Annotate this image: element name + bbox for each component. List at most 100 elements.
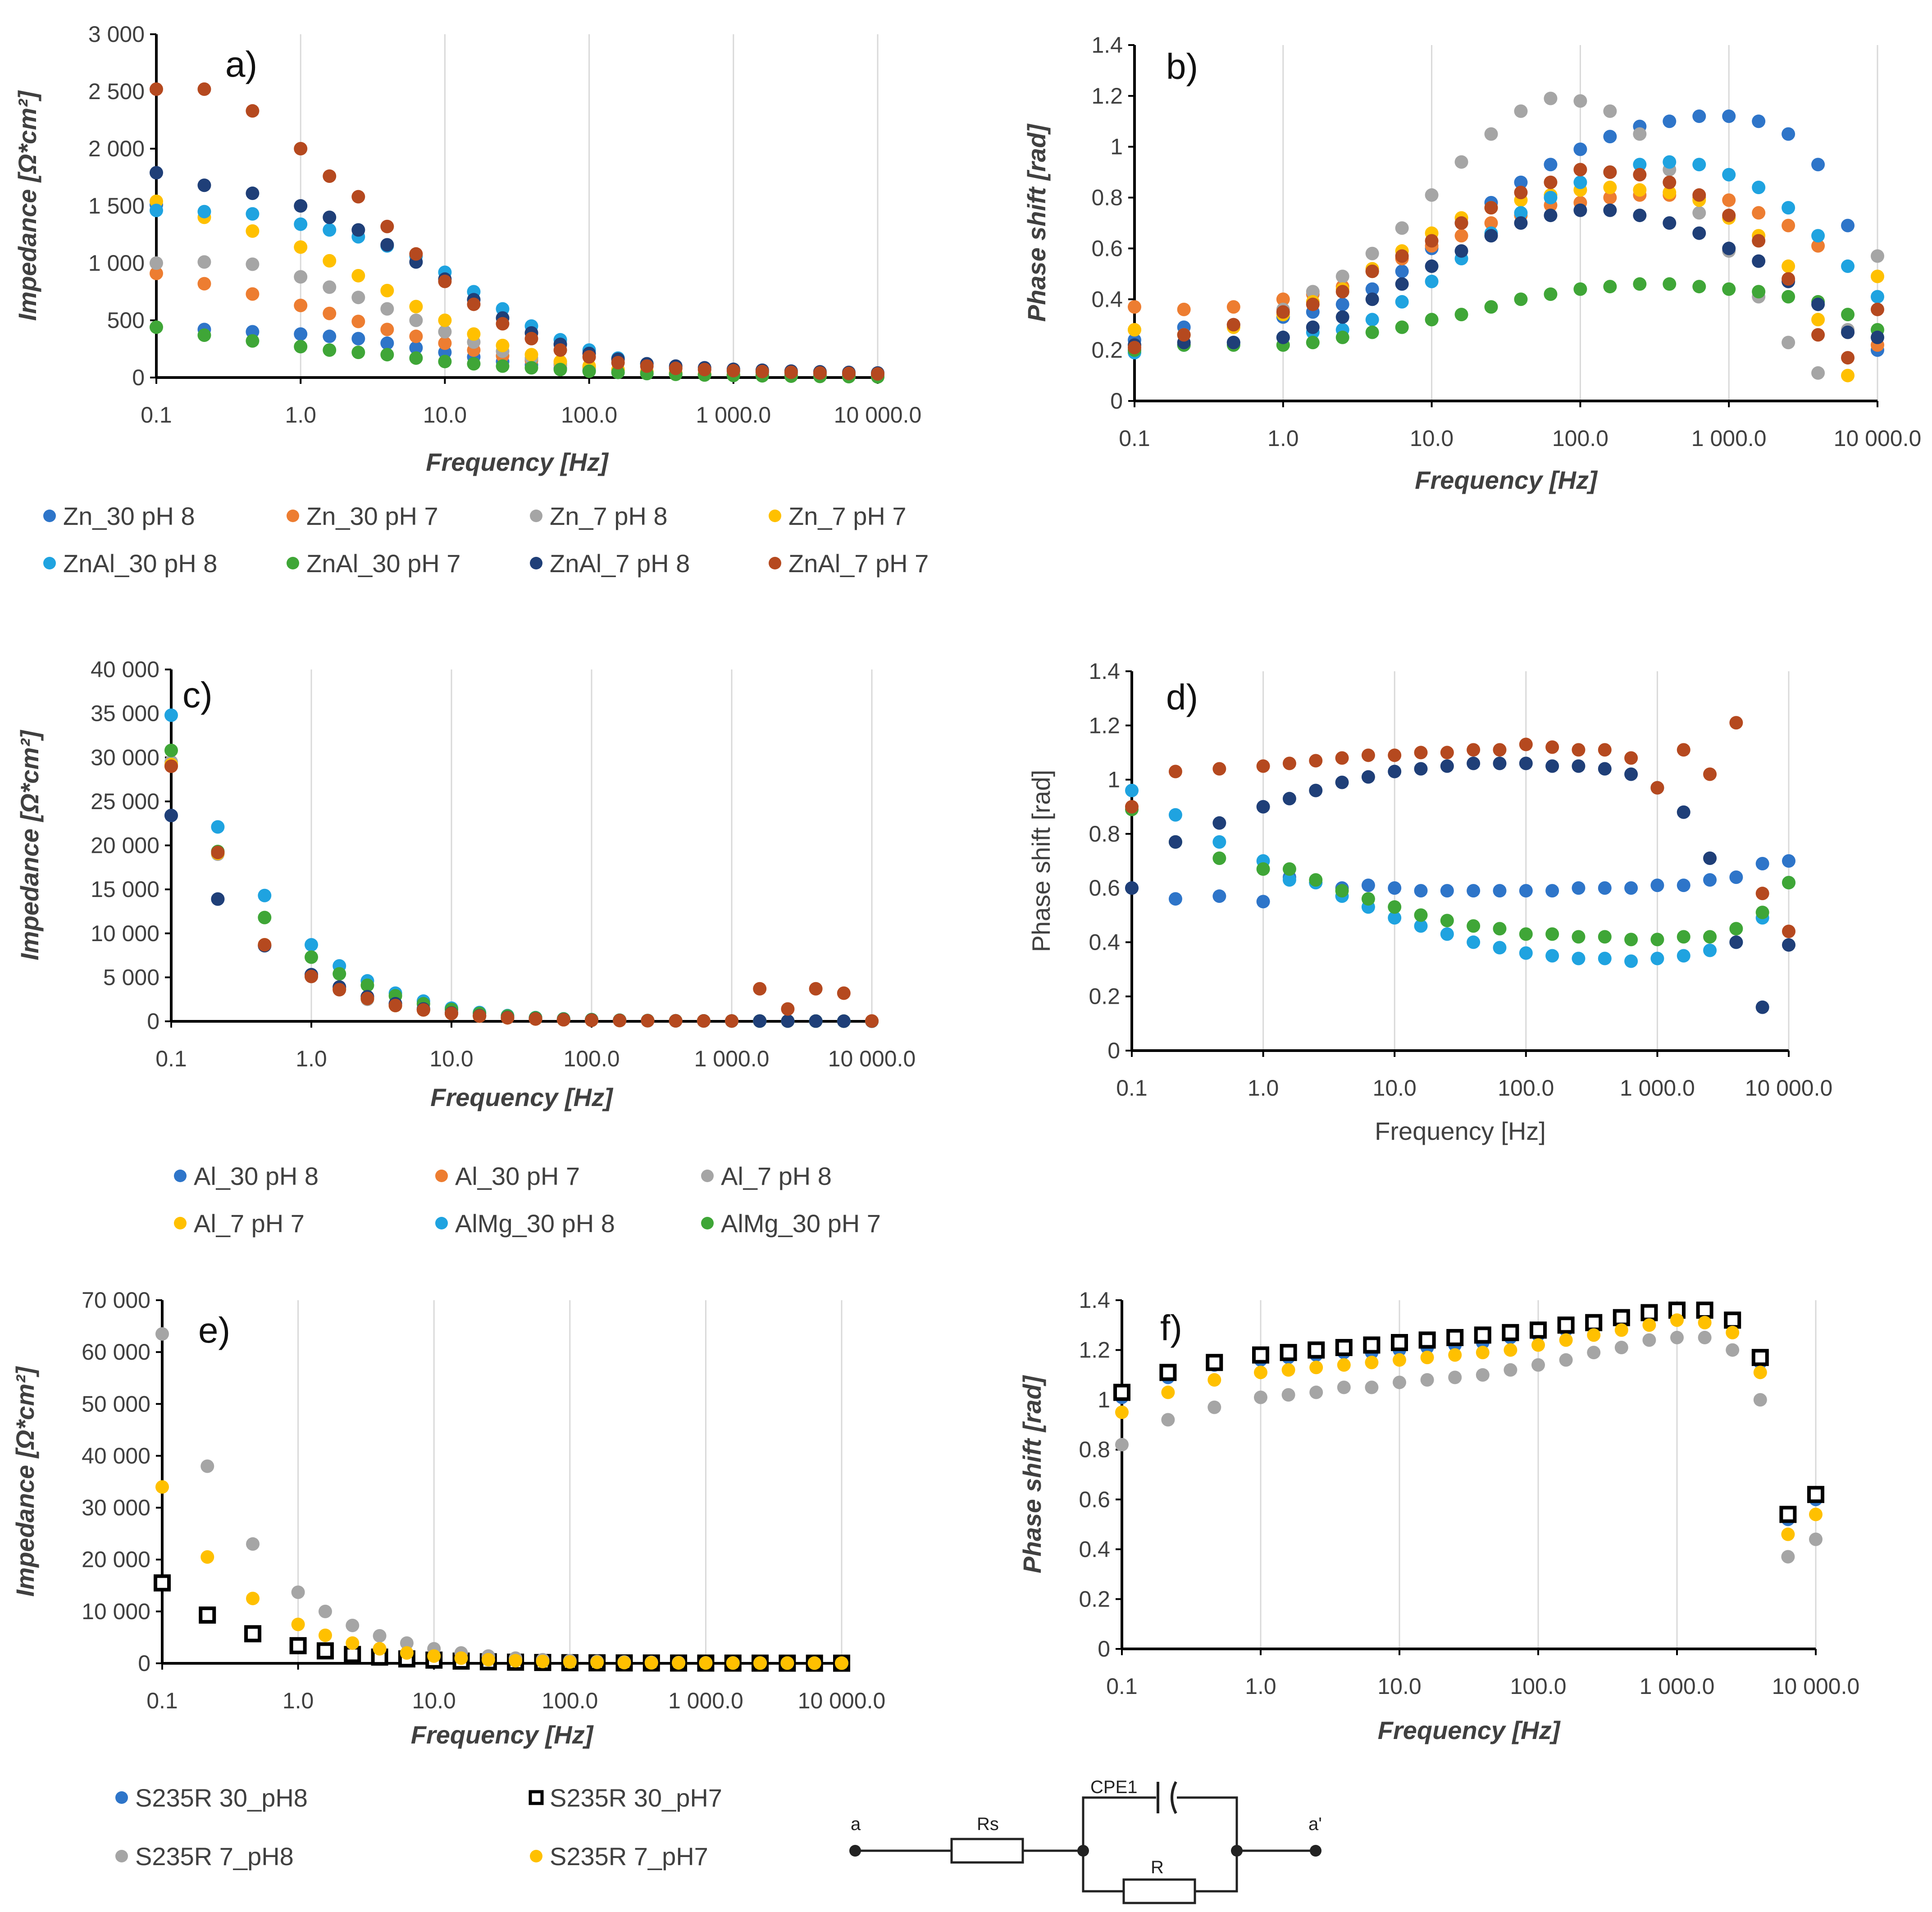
legend-c-label: Al_7 pH 8: [721, 1162, 832, 1190]
chart-f-ytick-label: 1.4: [1079, 1288, 1110, 1313]
chart-b-point: [1722, 193, 1736, 207]
chart-f-series-3: [1115, 1313, 1823, 1541]
chart-b-point: [1365, 325, 1379, 339]
legend-e-label: S235R 7_pH7: [550, 1842, 708, 1871]
chart-a-ytick-label: 3 000: [88, 22, 145, 47]
chart-e-point: [400, 1646, 414, 1660]
chart-a-point: [351, 269, 365, 282]
chart-b-point: [1871, 269, 1884, 283]
chart-f-point: [1557, 1316, 1575, 1334]
chart-a-point: [582, 364, 596, 378]
chart-e-point: [200, 1459, 214, 1473]
chart-d-ytick-label: 1.2: [1089, 713, 1120, 738]
chart-b-point: [1454, 216, 1468, 230]
chart-e-xtick-label: 100.0: [542, 1688, 598, 1713]
chart-d-series-1: [1125, 783, 1795, 968]
chart-a-point: [246, 187, 260, 200]
chart-d-point: [1598, 762, 1612, 776]
chart-f-point: [1530, 1321, 1547, 1339]
chart-b-point: [1365, 246, 1379, 260]
chart-f-point: [1809, 1532, 1823, 1546]
legend-c-marker: [174, 1217, 187, 1229]
chart-b-point: [1811, 158, 1825, 172]
chart-a-point: [150, 320, 163, 334]
chart-d-point: [1677, 930, 1690, 944]
chart-e-xtick-label: 0.1: [146, 1688, 178, 1713]
chart-d-ytick-label: 0.4: [1089, 929, 1120, 955]
chart-d-point: [1467, 756, 1481, 770]
chart-c-point: [473, 1009, 487, 1023]
chart-f-point: [1587, 1346, 1601, 1360]
chart-b-point: [1128, 341, 1141, 355]
chart-f-point: [1698, 1316, 1712, 1329]
circuit-resistor-r: [1122, 1878, 1196, 1904]
chart-a-point: [669, 361, 683, 375]
chart-b-xtick-label: 1 000.0: [1691, 426, 1767, 451]
chart-c-point: [501, 1011, 515, 1025]
chart-f-point: [1726, 1343, 1740, 1357]
chart-b-point: [1811, 366, 1825, 380]
chart-d-point: [1624, 751, 1638, 765]
chart-d-point: [1703, 767, 1717, 781]
chart-d-point: [1467, 935, 1481, 949]
chart-d-point: [1677, 743, 1690, 757]
chart-b-point: [1306, 336, 1320, 350]
chart-d-point: [1335, 775, 1349, 789]
chart-a-point: [323, 254, 337, 268]
chart-d-point: [1414, 762, 1428, 776]
legend-a-label: ZnAl_30 pH 7: [306, 549, 460, 578]
chart-b-point: [1276, 305, 1290, 319]
chart-d-point: [1572, 930, 1586, 944]
chart-b-point: [1692, 188, 1706, 202]
circuit-parallel-branch-top: [1082, 1796, 1238, 1851]
chart-d-point: [1624, 933, 1638, 947]
chart-b-point: [1335, 310, 1349, 324]
chart-d-point: [1572, 951, 1586, 965]
chart-b-point: [1692, 206, 1706, 220]
chart-a-point: [294, 217, 308, 231]
chart-c-point: [865, 1014, 879, 1028]
chart-e-y-axis-title: Impedance [Ω*cm²]: [11, 1366, 39, 1597]
chart-a-series-3: [150, 194, 884, 383]
chart-b-point: [1484, 229, 1498, 243]
chart-f-point: [1559, 1333, 1573, 1347]
chart-c-xtick-label: 1 000.0: [694, 1046, 770, 1071]
chart-d-point: [1624, 881, 1638, 895]
cpe-plate-right: [1171, 1781, 1177, 1814]
chart-c-point: [753, 1014, 767, 1028]
chart-e-point: [318, 1628, 332, 1642]
chart-a-point: [438, 325, 452, 339]
chart-d-point: [1256, 800, 1270, 814]
circuit-label-a-prime: a': [1308, 1814, 1322, 1834]
chart-a-point: [409, 314, 423, 327]
chart-d-ytick-label: 1.4: [1089, 659, 1120, 684]
chart-e-point: [291, 1585, 305, 1599]
chart-d-point: [1361, 879, 1375, 892]
chart-b-point: [1514, 292, 1528, 306]
chart-c-point: [725, 1014, 738, 1028]
chart-a-series-2: [150, 255, 884, 383]
chart-b-point: [1276, 330, 1290, 344]
chart-d-point: [1755, 887, 1769, 901]
legend-a-marker: [769, 510, 781, 522]
chart-d-point: [1519, 946, 1533, 960]
chart-b-point: [1782, 336, 1795, 350]
chart-a-point: [611, 355, 625, 369]
chart-e-series-0: [155, 1575, 848, 1670]
chart-d-point: [1598, 930, 1612, 944]
chart-a-point: [784, 365, 798, 379]
chart-b-point: [1544, 209, 1558, 223]
chart-d-point: [1309, 783, 1323, 797]
chart-a-point: [438, 274, 452, 288]
chart-d-point: [1212, 889, 1226, 903]
chart-f-point: [1206, 1354, 1223, 1371]
chart-c-y-axis-title: Impedance [Ω*cm²]: [15, 729, 44, 961]
chart-f-point: [1161, 1413, 1175, 1427]
chart-c-point: [258, 888, 272, 902]
chart-d-point: [1598, 881, 1612, 895]
chart-b-point: [1484, 127, 1498, 141]
chart-d-point: [1361, 748, 1375, 762]
chart-b-point: [1335, 297, 1349, 311]
chart-f-xtick-label: 10 000.0: [1772, 1674, 1860, 1699]
chart-b-ytick-label: 0: [1110, 388, 1123, 414]
